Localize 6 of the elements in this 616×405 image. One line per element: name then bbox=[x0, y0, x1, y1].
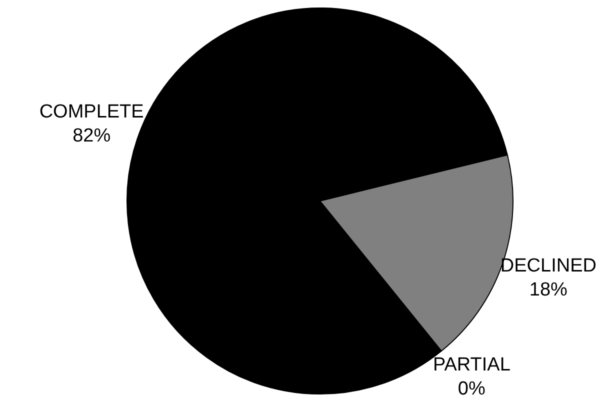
category-label: PARTIAL bbox=[432, 354, 510, 376]
slice-label: DECLINED bbox=[500, 255, 596, 276]
slice-label: COMPLETE bbox=[39, 102, 144, 123]
data-label: 82% bbox=[72, 126, 111, 147]
text: 0% bbox=[458, 378, 486, 400]
data-label: 18% bbox=[529, 279, 568, 300]
